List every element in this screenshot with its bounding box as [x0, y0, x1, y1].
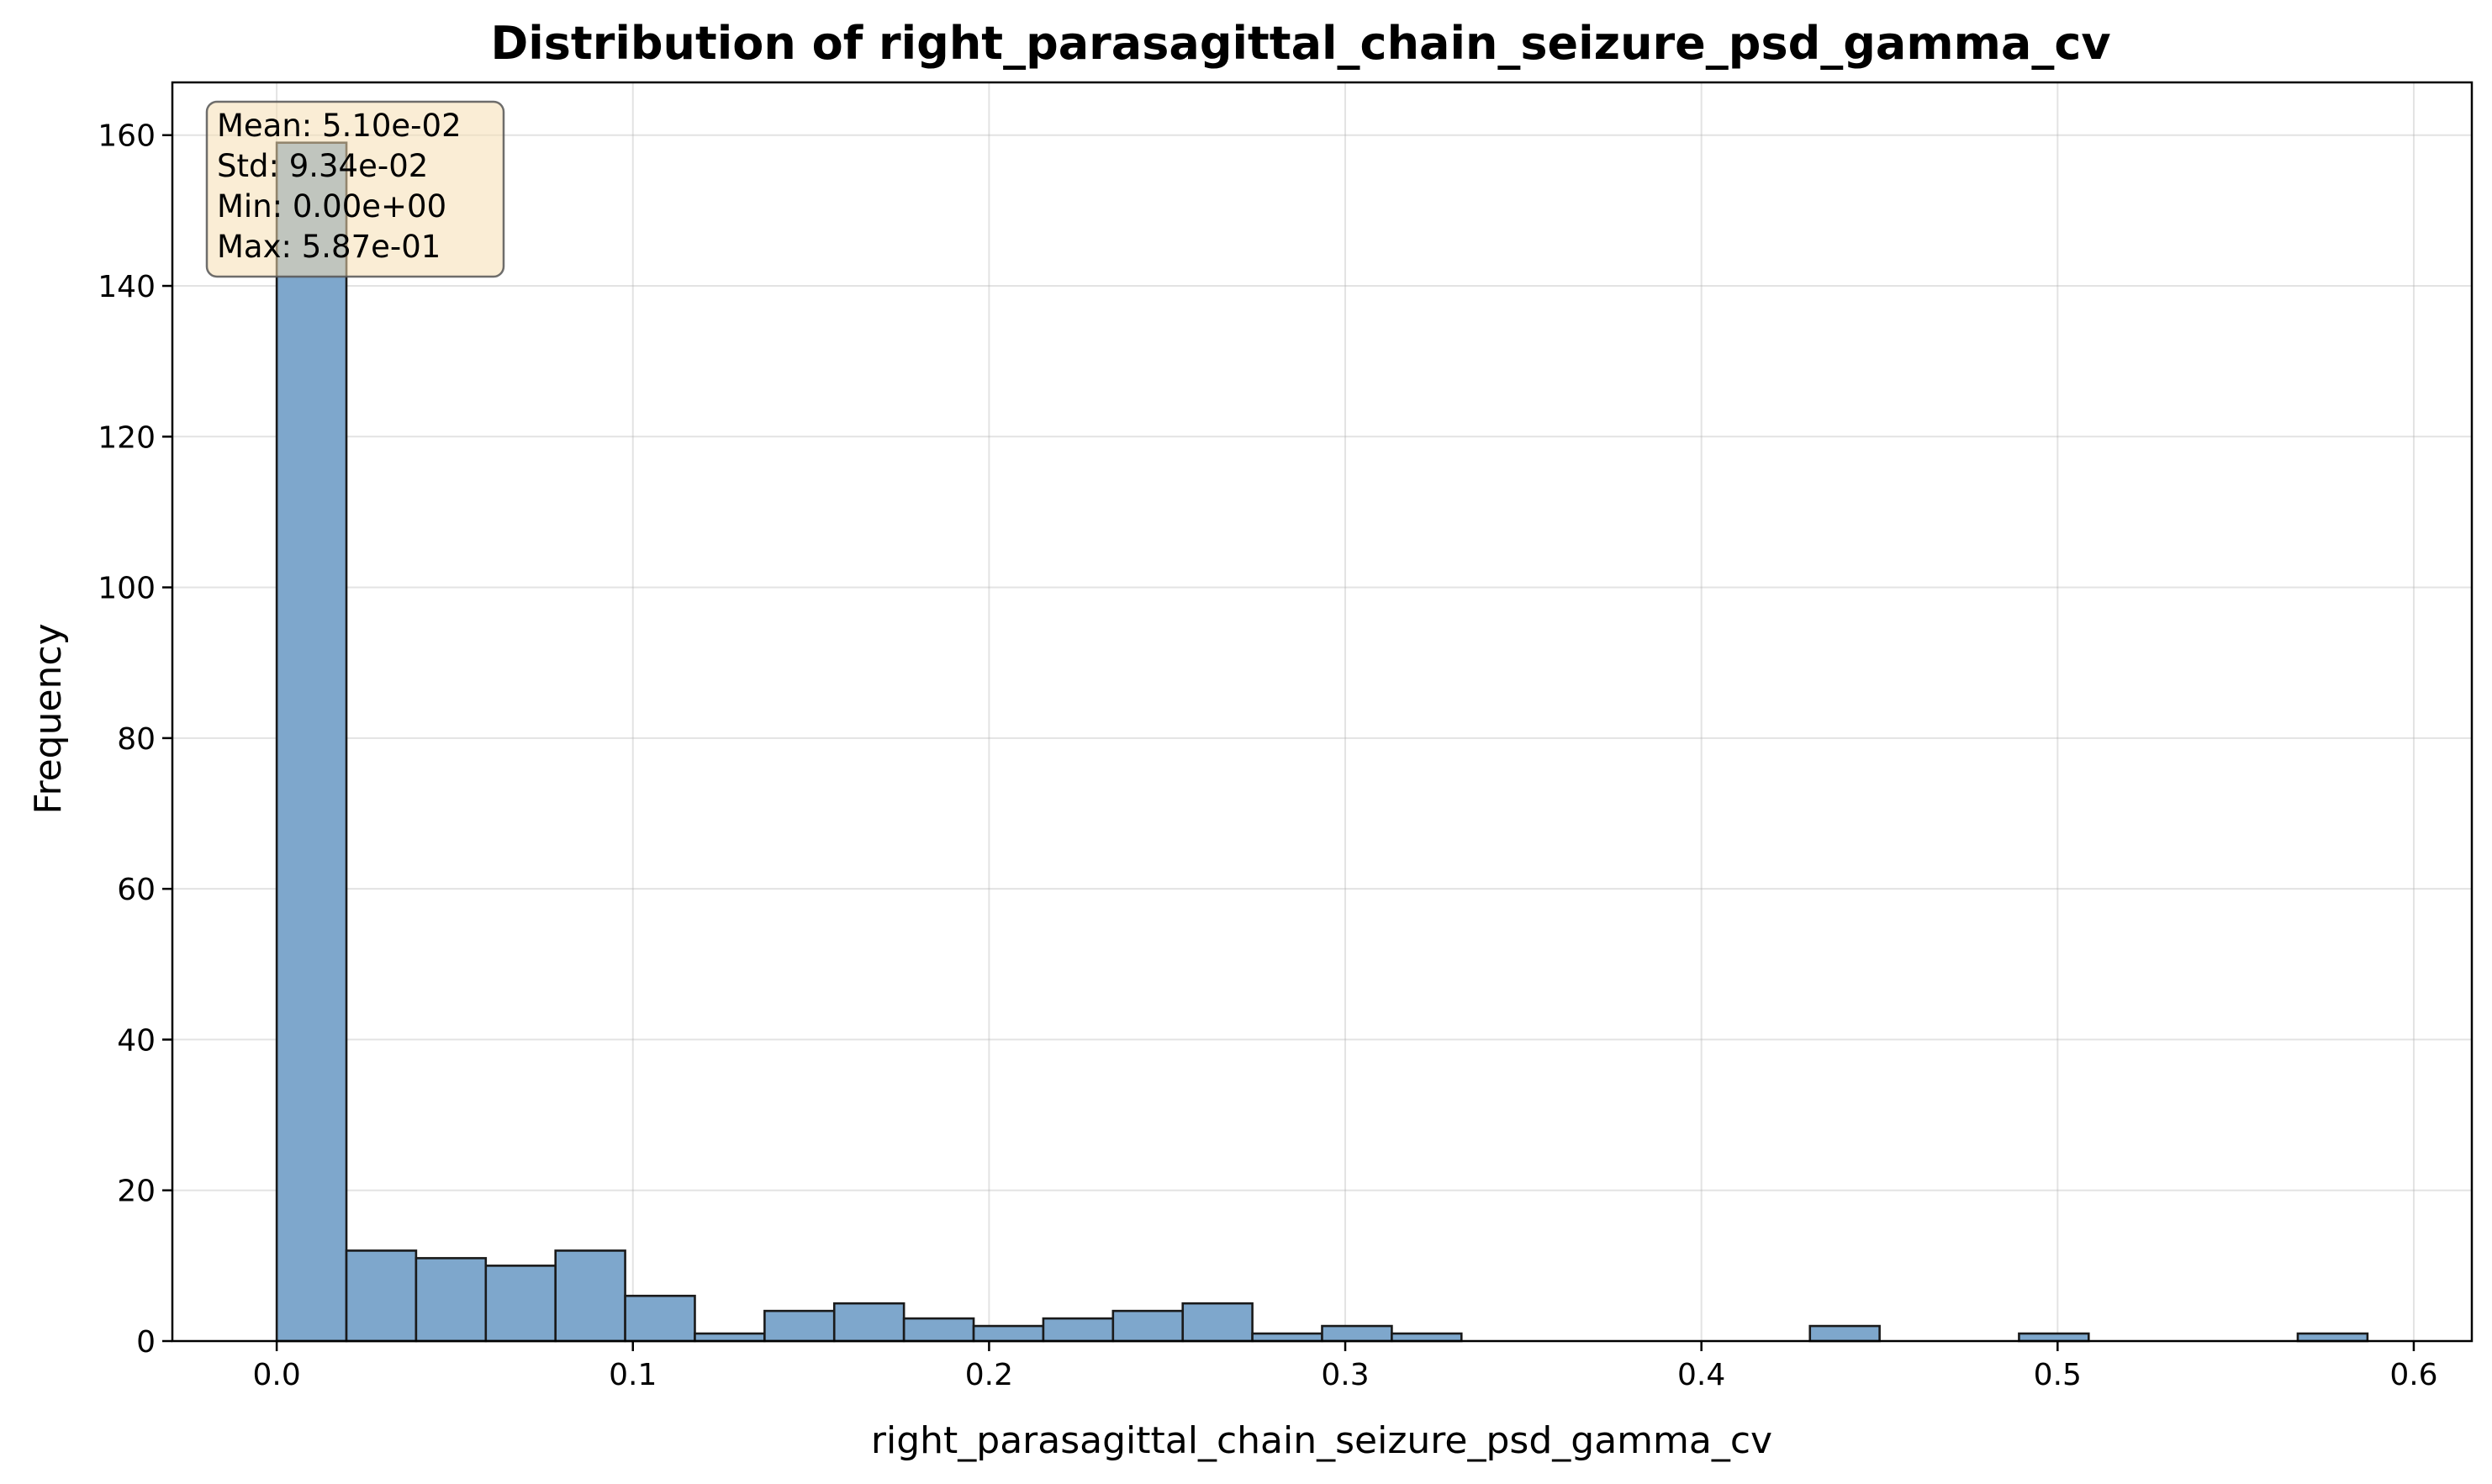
stats-min: Min: 0.00e+00 [217, 188, 446, 224]
y-tick-label: 40 [117, 1023, 156, 1058]
stats-std: Std: 9.34e-02 [217, 148, 428, 184]
x-tick-label: 0.1 [609, 1358, 657, 1392]
stats-box-background [205, 100, 505, 278]
histogram-bar [484, 1265, 557, 1343]
x-axis-ticks: 0.0 0.1 0.2 0.3 0.4 0.5 0.6 [252, 1341, 2438, 1392]
histogram-bar [1251, 1332, 1323, 1343]
histogram-bar [414, 1257, 488, 1343]
histogram-bar [972, 1324, 1045, 1343]
y-tick-label: 160 [98, 119, 156, 154]
histogram-bar [345, 1249, 418, 1343]
y-tick-label: 100 [98, 572, 156, 606]
histogram-bar [275, 141, 348, 1343]
stats-max: Max: 5.87e-01 [217, 229, 441, 265]
y-tick-label: 120 [98, 420, 156, 455]
x-tick-label: 0.3 [1321, 1358, 1369, 1392]
histogram-bar [902, 1317, 975, 1343]
histogram-bar [2296, 1332, 2369, 1343]
y-tick-label: 60 [117, 873, 156, 907]
plot-background [172, 82, 2472, 1341]
histogram-bar [1111, 1309, 1185, 1343]
y-tick-label: 20 [117, 1175, 156, 1209]
histogram-bar [2018, 1332, 2090, 1343]
histogram-bar [554, 1249, 626, 1343]
plot-area: 0.0 0.1 0.2 0.3 0.4 0.5 0.6 0 20 40 60 80 100 120 140… [98, 81, 2474, 1392]
y-tick-label: 140 [98, 270, 156, 304]
y-tick-label: 80 [117, 722, 156, 757]
y-axis-label: Frequency [27, 623, 70, 814]
x-tick-label: 0.0 [252, 1358, 300, 1392]
y-tick-label: 0 [136, 1325, 156, 1360]
histogram-bar [624, 1294, 696, 1343]
histogram-bar [763, 1309, 836, 1343]
histogram-bar [694, 1332, 766, 1343]
histogram-bar [1808, 1324, 1881, 1343]
histogram-bar [1391, 1332, 1463, 1343]
x-axis-label: right_parasagittal_chain_seizure_psd_gam… [871, 1419, 1772, 1462]
x-tick-label: 0.4 [1677, 1358, 1725, 1392]
x-tick-label: 0.6 [2389, 1358, 2437, 1392]
histogram-bar [1181, 1302, 1254, 1343]
histogram-bar [1042, 1317, 1115, 1343]
chart-title: Distribution of right_parasagittal_chain… [490, 17, 2110, 70]
stats-mean: Mean: 5.10e-02 [217, 108, 462, 144]
plot-frame [171, 81, 2474, 1343]
histogram-bar [832, 1302, 905, 1343]
x-tick-label: 0.2 [965, 1358, 1013, 1392]
stats-box: Mean: 5.10e-02 Std: 9.34e-02 Min: 0.00e+… [205, 100, 505, 278]
y-axis-ticks: 0 20 40 60 80 100 120 140 160 [98, 119, 172, 1360]
histogram-bar [1321, 1324, 1393, 1343]
x-tick-label: 0.5 [2034, 1358, 2082, 1392]
